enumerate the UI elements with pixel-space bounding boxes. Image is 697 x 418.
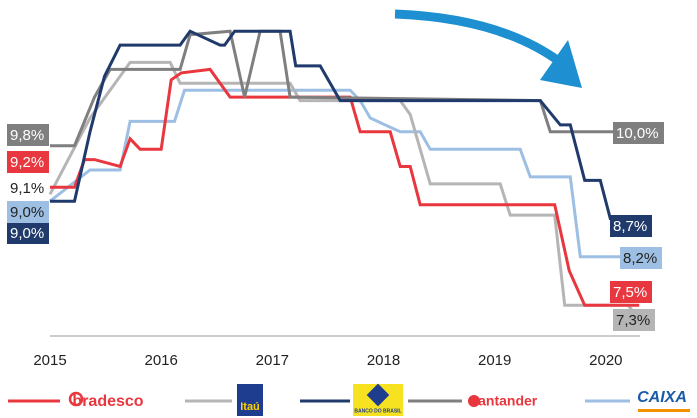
data-label: 7,5%: [610, 281, 652, 303]
data-label-bg: [7, 151, 49, 173]
legend-label: Santander: [469, 393, 538, 409]
data-label-bg: [620, 247, 662, 269]
data-label: 8,7%: [610, 215, 652, 237]
data-label: 10,0%: [613, 122, 664, 144]
x-tick-label: 2019: [478, 352, 511, 369]
data-label: 9,1%: [10, 180, 44, 197]
data-label: 9,0%: [7, 222, 49, 244]
trend-arrow: [394, 9, 563, 66]
data-label-text: 7,5%: [613, 284, 647, 301]
data-label-text: 9,8%: [10, 127, 44, 144]
data-label-text: 8,2%: [623, 250, 657, 267]
data-label-text: 8,7%: [613, 218, 647, 235]
series-line: [50, 29, 640, 148]
legend-logo-bar: [638, 409, 690, 412]
legend-label: CAIXA: [637, 389, 687, 406]
data-label-text: 9,1%: [10, 180, 44, 197]
data-label-bg: [610, 215, 652, 237]
trend-arrow-head: [540, 40, 582, 88]
data-label: 9,2%: [7, 151, 49, 173]
data-label: 9,0%: [7, 201, 49, 223]
data-label-text: 9,0%: [10, 204, 44, 221]
x-tick-label: 2018: [367, 352, 400, 369]
data-label-text: 10,0%: [616, 125, 659, 142]
data-label-bg: [7, 124, 49, 146]
legend-label: bradesco: [72, 393, 143, 410]
legend-logo: [237, 384, 263, 416]
series-line: [50, 29, 640, 224]
series-line: [49, 88, 640, 259]
legend-logo: [468, 395, 480, 407]
data-label-bg: [613, 122, 664, 144]
legend-logo-mark: [366, 383, 390, 407]
data-label-bg: [7, 201, 49, 223]
legend-logo: [68, 391, 84, 407]
data-label-bg: [610, 281, 652, 303]
data-label: 8,2%: [620, 247, 662, 269]
x-tick-label: 2020: [589, 352, 622, 369]
data-label-bg: [7, 222, 49, 244]
data-label-text: 9,0%: [10, 225, 44, 242]
data-label: 9,8%: [7, 124, 49, 146]
series-line: [48, 60, 641, 321]
series-line: [50, 67, 640, 307]
legend-label: BANCO DO BRASIL: [354, 408, 401, 414]
data-label-text: 9,2%: [10, 154, 44, 171]
data-label-text: 7,3%: [616, 312, 650, 329]
x-tick-label: 2017: [256, 352, 289, 369]
data-label-bg: [613, 309, 655, 331]
data-label: 7,3%: [613, 309, 655, 331]
x-tick-label: 2015: [33, 352, 66, 369]
x-tick-label: 2016: [145, 352, 178, 369]
legend-label: Itaú: [240, 401, 260, 413]
